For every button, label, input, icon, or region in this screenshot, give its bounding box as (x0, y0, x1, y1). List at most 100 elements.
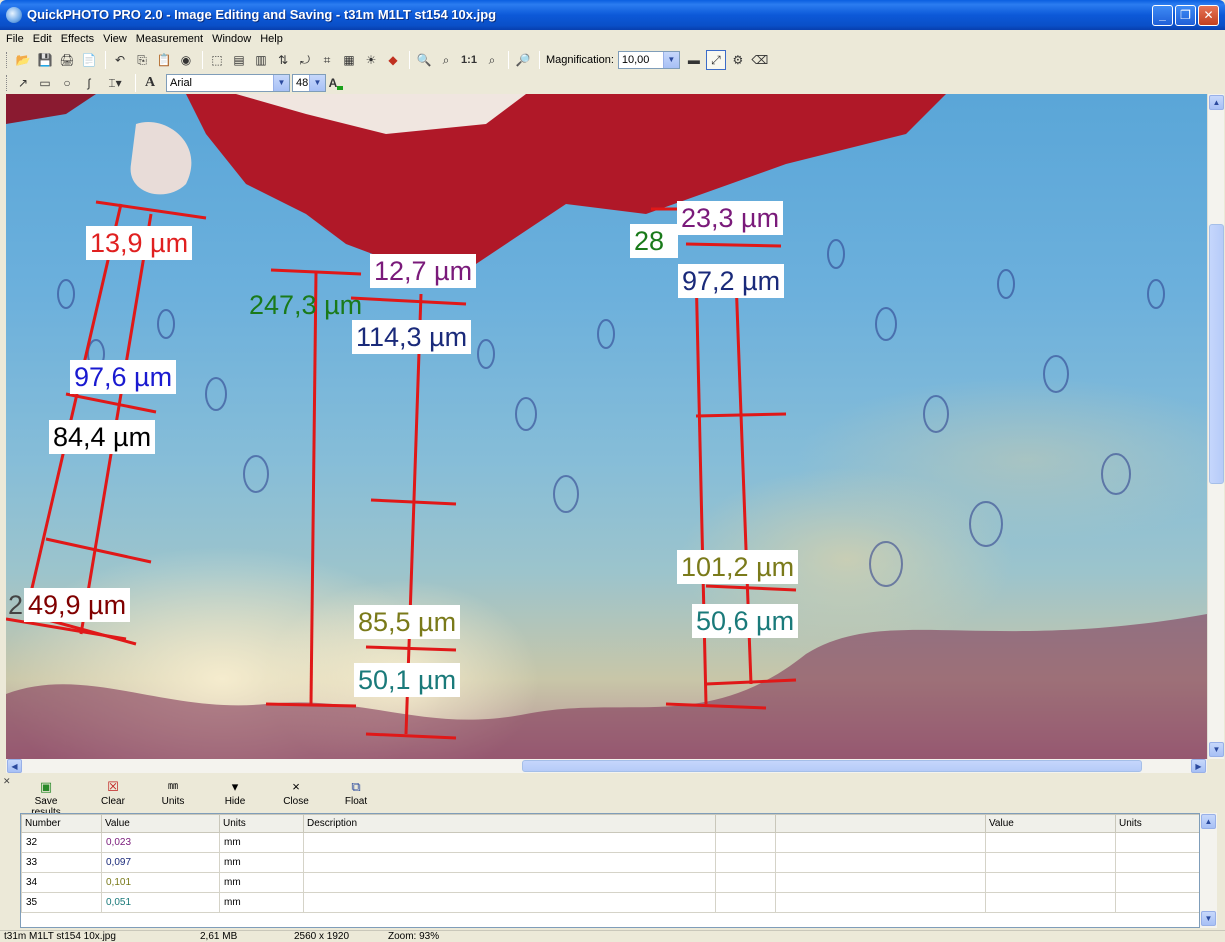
zoom-fit-icon[interactable]: ⌕ (488, 52, 496, 67)
results-table[interactable]: Number Value Units Description Value Uni… (20, 813, 1200, 928)
zoom-in-icon[interactable]: 🔍 (416, 53, 432, 67)
color-icon[interactable]: ◆ (388, 53, 398, 67)
scroll-thumb[interactable] (1209, 224, 1224, 484)
measurement-label[interactable]: 50,6 µm (692, 604, 799, 638)
menu-edit[interactable]: Edit (32, 33, 52, 45)
text-tool-button[interactable]: A (144, 75, 156, 90)
cell-empty[interactable] (715, 852, 776, 873)
measurement-lines[interactable] (6, 200, 797, 740)
rectangle-tool-icon[interactable]: ▭ (39, 76, 51, 90)
pane-close-icon[interactable]: ✕ (3, 776, 11, 786)
cell-empty[interactable] (715, 832, 776, 853)
tile-horizontal-icon[interactable]: ▥ (255, 53, 267, 67)
close-results-button[interactable]: × Close (280, 778, 312, 807)
column-header[interactable] (715, 814, 776, 833)
measure-icon[interactable]: ⤢ (705, 50, 726, 70)
cell-number[interactable]: 32 (21, 832, 102, 853)
restore-button[interactable]: ❐ (1175, 5, 1196, 26)
column-header[interactable]: Number (21, 814, 102, 833)
font-size-select[interactable]: 48 ▼ (292, 74, 326, 92)
zoom-one-to-one-button[interactable]: 1:1 (461, 54, 477, 66)
column-header[interactable]: Value (985, 814, 1116, 833)
menu-effects[interactable]: Effects (60, 33, 95, 45)
scroll-down-icon[interactable]: ▼ (1201, 911, 1216, 926)
cell-description[interactable] (303, 832, 716, 853)
cell-units[interactable]: mm (219, 832, 304, 853)
eraser-icon[interactable]: ⌫ (751, 53, 769, 67)
cell-empty[interactable] (775, 892, 986, 913)
cell-units-2[interactable] (1115, 852, 1199, 873)
scale-bar-icon[interactable]: ▬ (687, 53, 700, 67)
scroll-right-icon[interactable]: ▶ (1191, 759, 1206, 773)
cell-units[interactable]: mm (219, 852, 304, 873)
cell-description[interactable] (303, 892, 716, 913)
scroll-up-icon[interactable]: ▲ (1209, 95, 1224, 110)
export-icon[interactable]: 📄 (81, 53, 97, 67)
cell-value[interactable]: 0,097 (101, 852, 220, 873)
measurement-label[interactable]: 13,9 µm (86, 226, 193, 260)
print-icon[interactable]: 🖨 (59, 53, 75, 67)
table-row[interactable]: 34 0,101 mm (21, 872, 1199, 893)
cell-value-2[interactable] (985, 832, 1116, 853)
cell-units[interactable]: mm (219, 872, 304, 893)
select-rect-icon[interactable]: ⬚ (211, 53, 223, 67)
save-results-button[interactable]: ▣ Save results (22, 778, 70, 818)
cell-units-2[interactable] (1115, 892, 1199, 913)
menu-view[interactable]: View (103, 33, 127, 45)
open-icon[interactable]: 📂 (15, 53, 31, 67)
cell-units[interactable]: mm (219, 892, 304, 913)
menu-help[interactable]: Help (260, 33, 283, 45)
column-header[interactable] (775, 814, 986, 833)
brightness-icon[interactable]: ☀ (365, 53, 377, 67)
cell-number[interactable]: 35 (21, 892, 102, 913)
paste-icon[interactable]: 📋 (156, 53, 172, 67)
measurement-label[interactable]: 84,4 µm (49, 420, 156, 454)
measure-scale-tool-icon[interactable]: ⌶▾ (108, 75, 122, 90)
table-row[interactable]: 32 0,023 mm (21, 832, 1199, 853)
table-row[interactable]: 35 0,051 mm (21, 892, 1199, 913)
measurement-label[interactable]: 50,1 µm (354, 663, 461, 697)
tile-vertical-icon[interactable]: ▤ (233, 53, 245, 67)
crop-icon[interactable]: ⌗ (323, 52, 331, 67)
adjust-icon[interactable]: ▦ (343, 53, 355, 67)
menu-file[interactable]: File (6, 33, 24, 45)
ellipse-tool-icon[interactable]: ○ (63, 76, 71, 90)
cell-empty[interactable] (715, 872, 776, 893)
cell-empty[interactable] (775, 852, 986, 873)
app-icon[interactable] (6, 7, 22, 23)
units-button[interactable]: ㎜ Units (156, 778, 190, 807)
settings-icon[interactable]: ⚙ (732, 53, 744, 67)
scroll-thumb[interactable] (522, 760, 1142, 772)
cell-units-2[interactable] (1115, 872, 1199, 893)
toolbar-grip[interactable] (6, 52, 9, 68)
menu-measurement[interactable]: Measurement (135, 33, 204, 45)
hide-button[interactable]: ▾ Hide (220, 778, 250, 807)
results-scrollbar[interactable]: ▲ ▼ (1200, 813, 1217, 928)
cell-value[interactable]: 0,023 (101, 832, 220, 853)
measurement-label[interactable]: 49,9 µm (24, 588, 131, 622)
measurement-label[interactable]: 2 (8, 590, 24, 620)
close-button[interactable]: ✕ (1198, 5, 1219, 26)
copy-icon[interactable]: ⎘ (137, 52, 147, 67)
measurement-label[interactable]: 85,5 µm (354, 605, 461, 639)
line-tool-icon[interactable]: ↗ (17, 76, 29, 90)
minimize-button[interactable]: _ (1152, 5, 1173, 26)
font-name-select[interactable]: Arial ▼ (166, 74, 290, 92)
cell-number[interactable]: 33 (21, 852, 102, 873)
title-bar[interactable]: QuickPHOTO PRO 2.0 - Image Editing and S… (0, 0, 1225, 30)
chevron-down-icon[interactable]: ▼ (662, 52, 679, 68)
scroll-left-icon[interactable]: ◀ (7, 759, 22, 773)
cell-description[interactable] (303, 852, 716, 873)
column-header[interactable]: Description (303, 814, 716, 833)
horizontal-scrollbar[interactable]: ◀ ▶ (6, 759, 1207, 773)
column-header[interactable]: Value (101, 814, 220, 833)
scroll-up-icon[interactable]: ▲ (1201, 814, 1216, 829)
cell-number[interactable]: 34 (21, 872, 102, 893)
camera-icon[interactable]: ◉ (180, 53, 192, 67)
cell-value[interactable]: 0,101 (101, 872, 220, 893)
chevron-down-icon[interactable]: ▼ (273, 75, 289, 91)
measurement-label[interactable]: 101,2 µm (677, 550, 799, 584)
clear-button[interactable]: ☒ Clear (96, 778, 130, 807)
measurement-label[interactable]: 247,3 µm (249, 290, 363, 320)
measurement-label[interactable]: 114,3 µm (352, 320, 472, 354)
